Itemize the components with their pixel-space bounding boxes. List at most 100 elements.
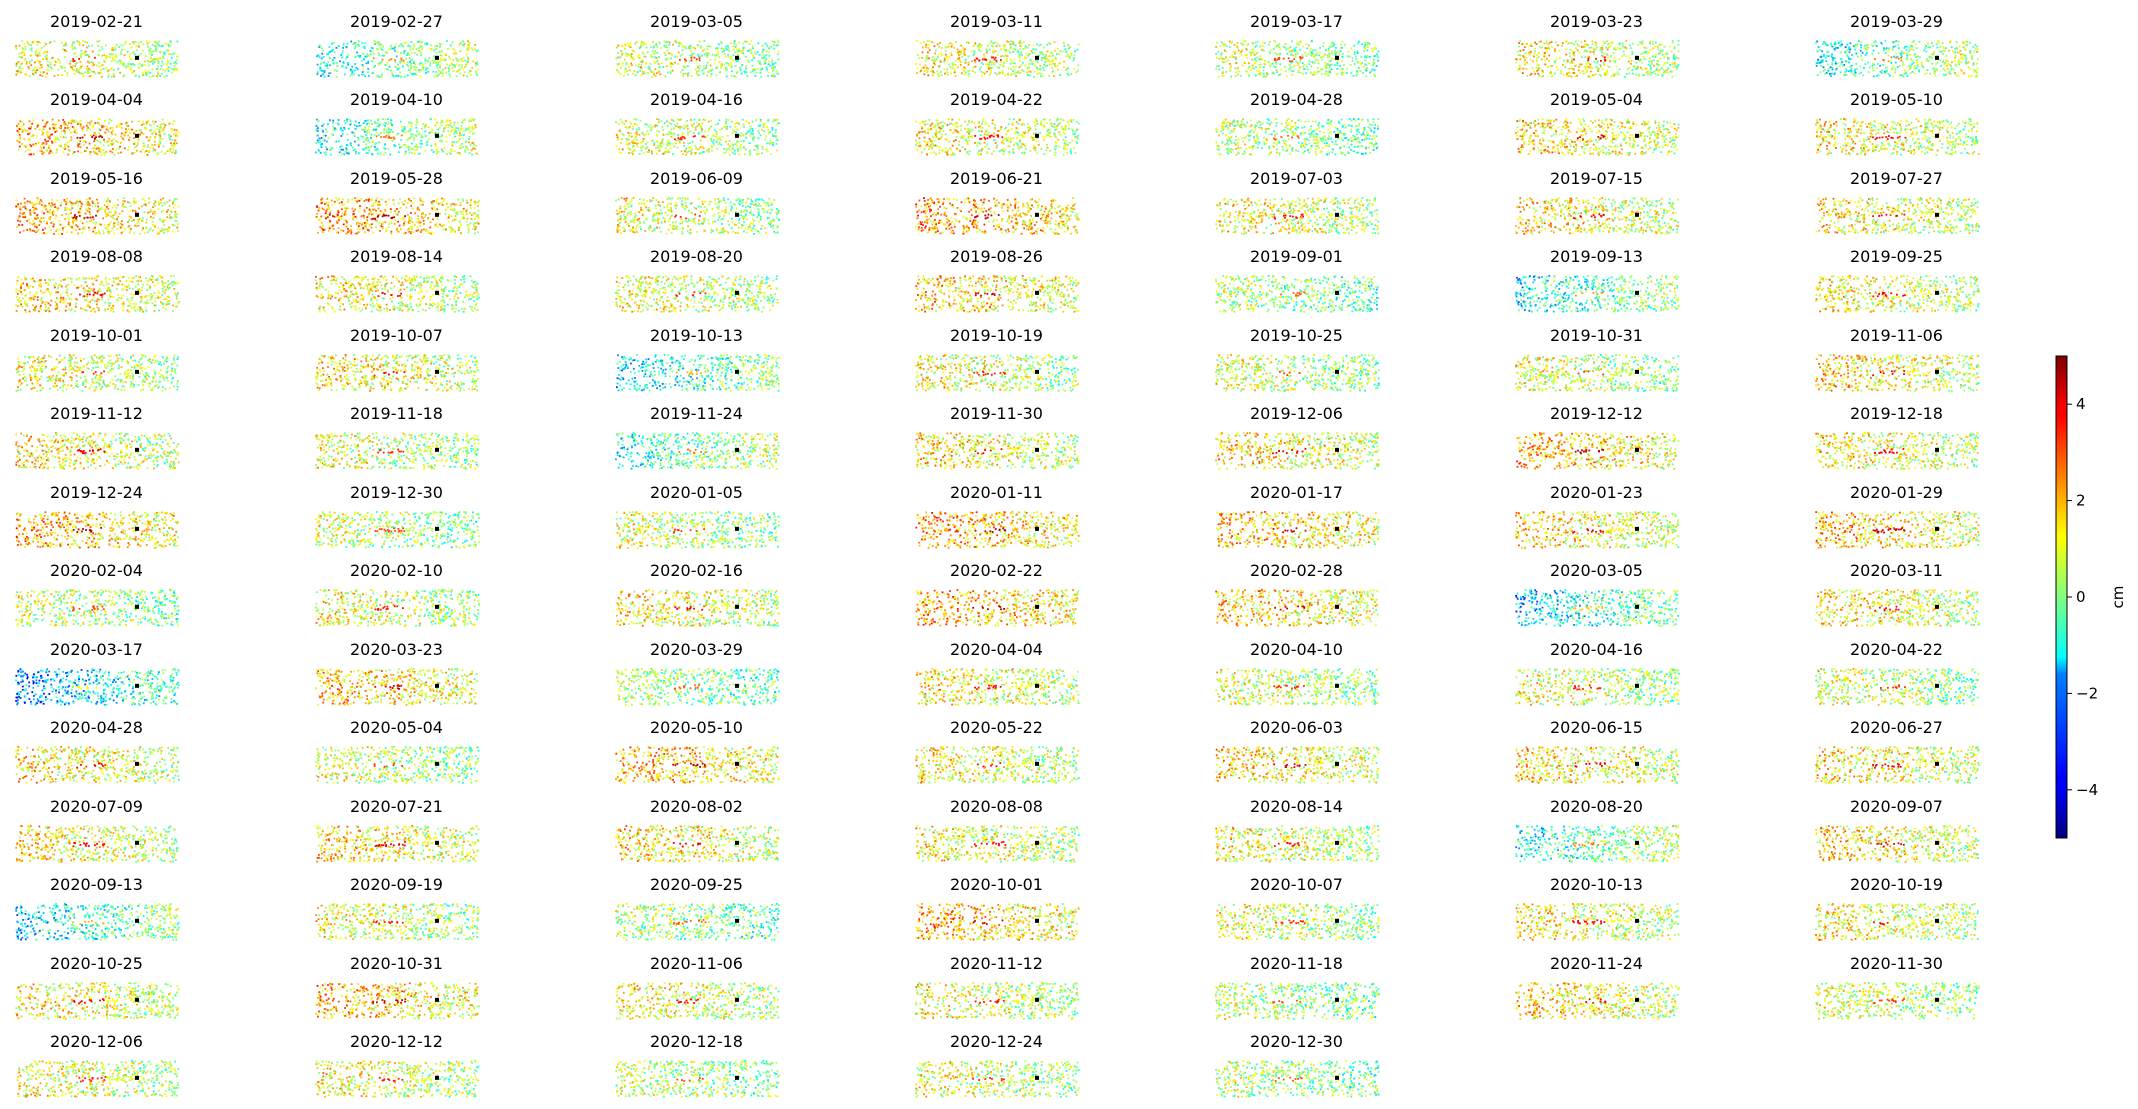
scatter-point — [381, 44, 383, 46]
scatter-point — [477, 63, 479, 65]
scatter-point — [429, 64, 431, 66]
scatter-point — [752, 45, 754, 47]
scatter-point — [974, 42, 976, 44]
scatter-point — [461, 66, 463, 68]
scatter-point — [366, 53, 368, 55]
scatter-point — [642, 71, 644, 73]
scatter-point — [101, 46, 103, 48]
scatter-point — [1014, 62, 1016, 64]
scatter-point — [109, 53, 111, 55]
scatter-point — [171, 57, 173, 59]
scatter-point — [381, 74, 383, 76]
scatter-point — [736, 48, 738, 50]
scatter-point — [1014, 59, 1016, 61]
scatter-point — [351, 73, 353, 75]
scatter-point — [1004, 74, 1006, 76]
scatter-point — [706, 75, 708, 77]
scatter-point — [95, 73, 97, 75]
scatter-point — [439, 66, 441, 68]
scatter-point — [1044, 61, 1046, 63]
scatter-point — [171, 72, 173, 74]
scatter-point — [372, 51, 374, 53]
scatter-point — [694, 57, 696, 59]
scatter-point — [104, 61, 106, 63]
scatter-point — [971, 60, 973, 62]
scatter-point — [20, 70, 22, 72]
scatter-point — [935, 50, 937, 52]
scatter-point — [91, 71, 93, 73]
scatter-point — [413, 66, 415, 68]
scatter-point — [395, 44, 397, 46]
scatter-point — [47, 64, 49, 66]
scatter-point — [138, 45, 140, 47]
scatter-point — [57, 74, 59, 76]
scatter-point — [82, 44, 84, 46]
scatter-point — [710, 59, 712, 61]
scatter-point — [655, 68, 657, 70]
scatter-point — [656, 72, 658, 74]
scatter-point — [670, 72, 672, 74]
scatter-point — [1074, 54, 1076, 56]
scatter-point — [100, 65, 102, 67]
scatter-point — [452, 41, 454, 43]
scatter-point — [431, 60, 433, 62]
scatter-point — [944, 58, 946, 60]
scatter-point — [336, 65, 338, 67]
scatter-point — [150, 57, 152, 59]
scatter-point — [391, 72, 393, 74]
scatter-point — [41, 64, 43, 66]
scatter-point — [654, 52, 656, 54]
scatter-point — [131, 64, 133, 66]
scatter-point — [428, 57, 430, 59]
scatter-point — [83, 75, 85, 77]
scatter-point — [760, 76, 762, 78]
scatter-point — [685, 66, 687, 68]
scatter-point — [421, 47, 423, 49]
scatter-point — [1033, 45, 1035, 47]
scatter-point — [1037, 69, 1039, 71]
panel-2019-03-05: 2019-03-05 — [616, 12, 780, 78]
scatter-point — [446, 40, 448, 42]
scatter-point — [54, 75, 56, 77]
scatter-point — [141, 65, 143, 67]
scatter-point — [363, 74, 365, 76]
scatter-point — [468, 58, 470, 60]
scatter-point — [629, 70, 631, 72]
scatter-point — [161, 61, 163, 63]
scatter-point — [101, 72, 103, 74]
scatter-point — [696, 72, 698, 74]
scatter-point — [435, 62, 437, 64]
scatter-point — [665, 41, 667, 43]
scatter-point — [15, 45, 17, 47]
scatter-point — [59, 62, 61, 64]
scatter-point — [72, 48, 74, 50]
scatter-point — [468, 47, 470, 49]
scatter-point — [28, 68, 30, 70]
scatter-point — [30, 64, 32, 66]
scatter-point — [456, 64, 458, 66]
scatter-point — [695, 60, 697, 62]
scatter-point — [719, 72, 721, 74]
scatter-point — [113, 73, 115, 75]
scatter-point — [947, 74, 949, 76]
scatter-point — [728, 50, 730, 52]
scatter-point — [1014, 73, 1016, 75]
scatter-point — [329, 64, 331, 66]
scatter-point — [996, 60, 998, 62]
scatter-point — [128, 65, 130, 67]
scatter-point — [96, 65, 98, 67]
scatter-point — [361, 74, 363, 76]
scatter-point — [409, 49, 411, 51]
scatter-point — [174, 65, 176, 67]
scatter-point — [362, 68, 364, 70]
scatter-point — [974, 61, 976, 63]
scatter-point — [467, 50, 469, 52]
scatter-point — [130, 59, 132, 61]
scatter-point — [417, 41, 419, 43]
scatter-point — [24, 46, 26, 48]
scatter-point — [91, 45, 93, 47]
scatter-point — [968, 75, 970, 77]
scatter-point — [653, 46, 655, 48]
scatter-point — [947, 58, 949, 60]
scatter-point — [464, 71, 466, 73]
